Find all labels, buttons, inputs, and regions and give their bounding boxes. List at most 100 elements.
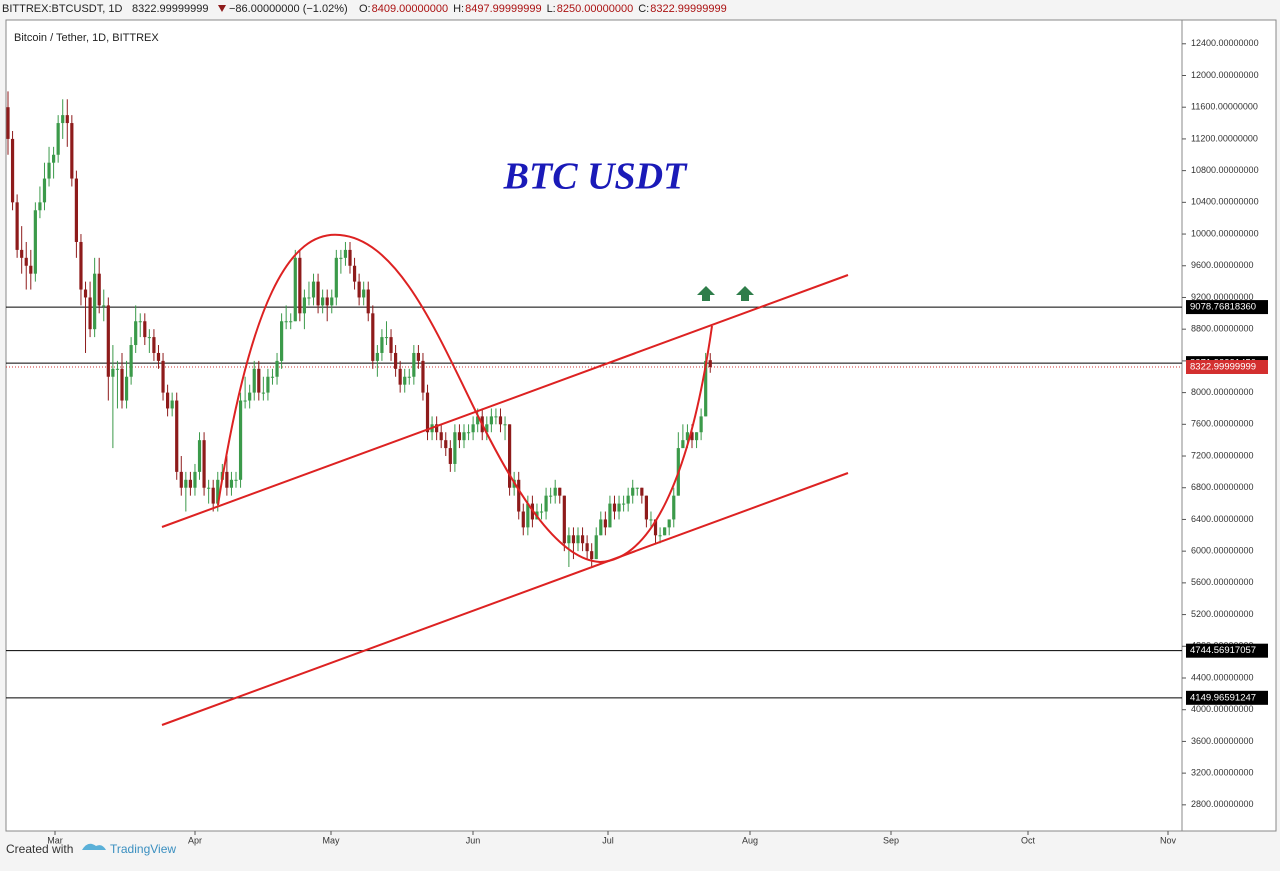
legend: Bitcoin / Tether, 1D, BITTREX (14, 32, 159, 44)
candle-body (549, 495, 553, 497)
candle-body (416, 352, 420, 361)
candle-body (403, 376, 407, 385)
candle-body (640, 487, 644, 496)
last-price: 8322.99999999 (132, 3, 208, 15)
candle-body (152, 337, 156, 353)
candle-body (517, 479, 521, 512)
candle-body (188, 479, 192, 488)
candle-body (352, 265, 357, 282)
candle-body (47, 162, 51, 179)
candle-body (704, 360, 708, 417)
candle-body (362, 289, 366, 298)
level-label-box (1186, 690, 1268, 705)
candle-body (590, 551, 594, 560)
y-tick-label: 11200.00000000 (1191, 133, 1258, 143)
candle-body (539, 511, 544, 513)
candle-body (229, 479, 234, 488)
up-arrow (697, 286, 715, 301)
candle-body (115, 368, 120, 370)
level-label: 9078.76818360 (1190, 302, 1256, 313)
candle-body (252, 368, 256, 393)
candle-body (24, 257, 28, 266)
candle-body (421, 360, 425, 393)
candle-body (74, 178, 78, 242)
candle-body (120, 368, 124, 401)
candle-body (503, 424, 507, 426)
candle-body (261, 392, 265, 394)
axes: 2800.00000000 3200.00000000 3600.00000000 4… (47, 38, 1268, 845)
candle-body (70, 123, 74, 179)
candle-body (325, 297, 329, 306)
tradingview-logo (82, 843, 106, 850)
candle-body (248, 392, 252, 401)
candle-body (134, 321, 138, 346)
candle-body (179, 471, 183, 488)
plot-area (5, 19, 1183, 832)
candle-body (93, 273, 97, 330)
candle-body (298, 257, 302, 314)
candle-body (526, 503, 530, 528)
candle-body (508, 424, 512, 488)
ohlc-value: 8322.99999999 (650, 3, 726, 15)
footer-text: Created with (6, 842, 73, 856)
y-tick-label: 6000.00000000 (1191, 546, 1254, 556)
candle-body (412, 352, 416, 377)
candle-body (580, 535, 585, 544)
ohlc-key: O: (359, 3, 371, 15)
level-label-box (1186, 300, 1268, 315)
candle-body (685, 432, 690, 441)
y-tick-label: 7200.00000000 (1191, 450, 1254, 460)
candle-body (138, 321, 142, 323)
candle-body (225, 471, 229, 488)
ohlc-value: 8497.99999999 (465, 3, 541, 15)
candle-body (658, 535, 662, 537)
x-tick-label: Sep (883, 835, 899, 845)
ohlc-key: H: (453, 3, 464, 15)
candle-body (348, 249, 352, 266)
ohlc-key: L: (547, 3, 556, 15)
candle-body (275, 360, 279, 377)
candle-body (599, 519, 603, 536)
candle-body (184, 479, 188, 488)
candle-body (193, 471, 197, 488)
candle-body (544, 495, 548, 512)
candle-body (207, 487, 211, 489)
candle-body (699, 416, 703, 433)
candle-body (398, 368, 402, 385)
candle-body (489, 416, 493, 425)
level-label-box (1186, 643, 1268, 658)
y-tick-label: 10800.00000000 (1191, 165, 1259, 175)
candle-body (302, 297, 306, 314)
candle-body (339, 257, 343, 259)
upper-trend-line (161, 274, 849, 528)
ohlc-key: C: (638, 3, 649, 15)
y-tick-label: 5600.00000000 (1191, 577, 1254, 587)
candle-body (266, 376, 270, 393)
candle-body (257, 368, 261, 393)
candle-body (663, 527, 667, 536)
candle-body (631, 487, 635, 496)
y-tick-label: 12400.00000000 (1191, 38, 1259, 48)
footer-brand[interactable]: TradingView (110, 842, 176, 856)
candle-body (562, 495, 566, 544)
candle-body (439, 432, 443, 441)
candle-body (102, 305, 106, 307)
candle-body (111, 368, 115, 377)
candle-body (594, 535, 598, 560)
candle-body (644, 495, 648, 520)
candle-body (622, 503, 626, 505)
candle-body (485, 424, 489, 433)
level-label: 4744.56917057 (1190, 645, 1256, 656)
candle-body (553, 487, 557, 496)
candle-body (521, 511, 525, 528)
candle-body (311, 281, 316, 298)
candle-body (498, 416, 503, 425)
candle-body (170, 400, 174, 409)
candle-body (653, 519, 658, 536)
candle-body (672, 495, 676, 520)
down-arrow (218, 5, 226, 12)
candle-body (243, 400, 247, 402)
candle-body (435, 424, 439, 433)
candle-body (38, 202, 42, 211)
